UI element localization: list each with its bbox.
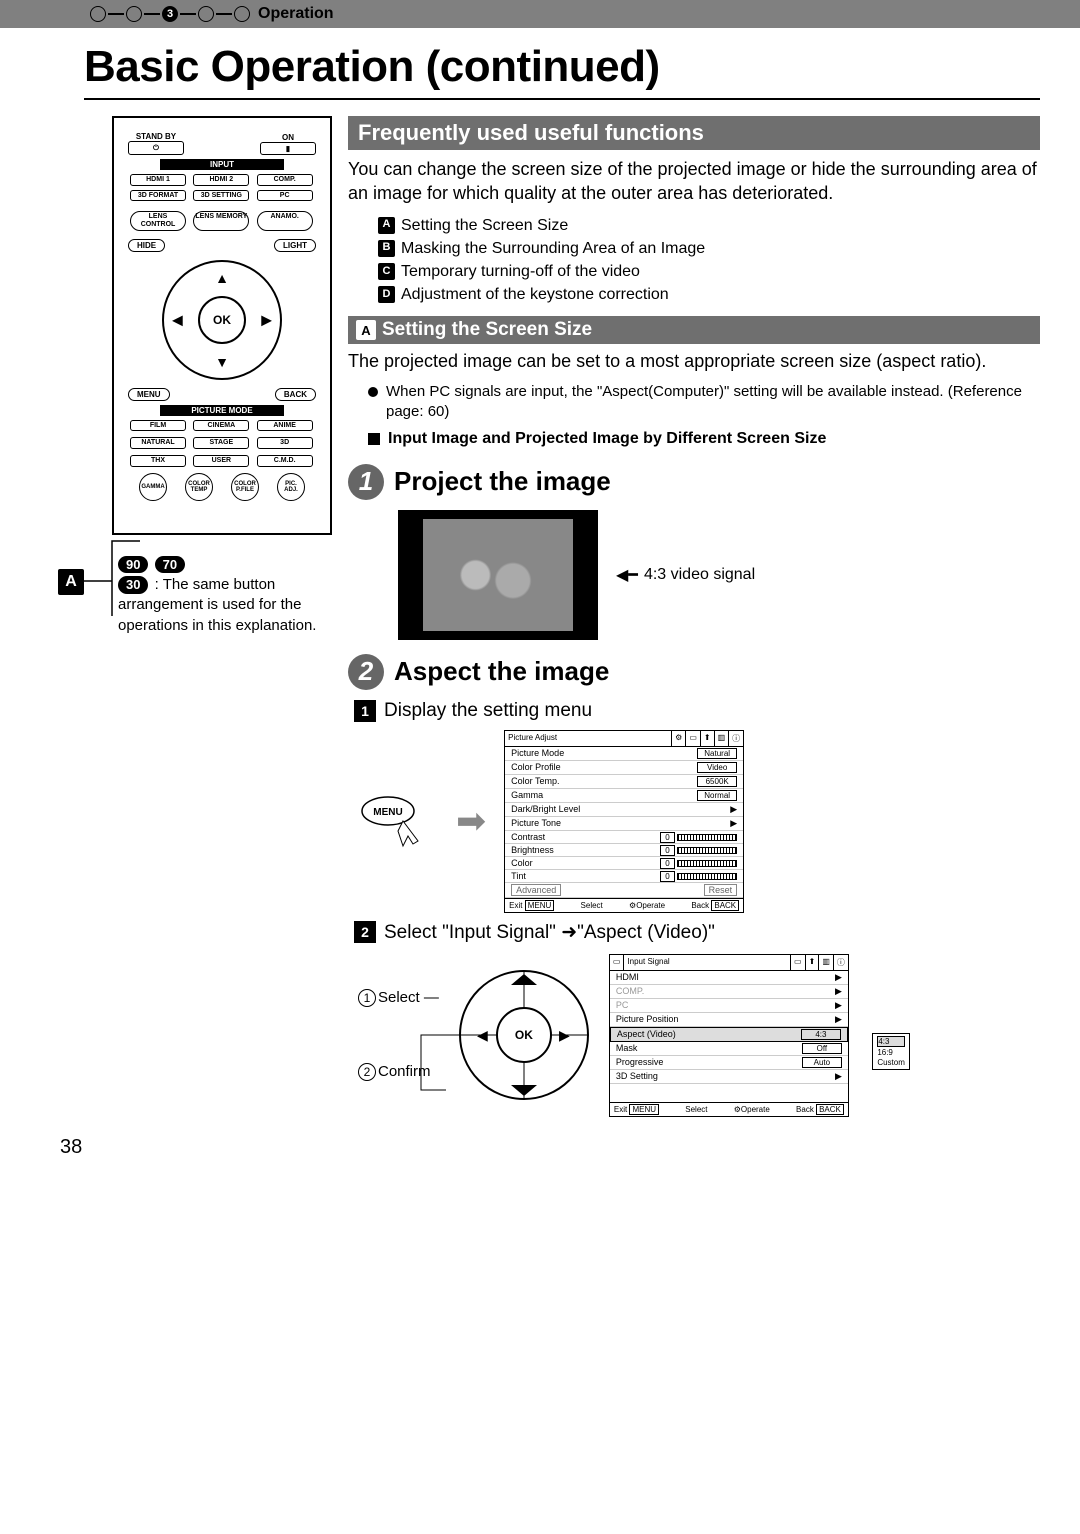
aspect-popup: 4:3 16:9 Custom [872,1033,910,1070]
left-arrow-icon: ◀━ [616,565,638,585]
dpad-select-diagram: OK ◀ ▶ [459,970,589,1100]
a-marker-line [82,536,142,616]
step-1: 1 Project the image [348,464,1040,500]
page-title: Basic Operation (continued) [0,28,1080,98]
left-arrow-icon: ◀ [172,311,183,328]
bullet-icon [368,387,378,397]
step-1-circle [90,6,106,22]
down-arrow-icon: ▼ [215,354,229,370]
square-bullet-icon [368,433,380,445]
remote-dpad: ▲ ▼ ◀ ▶ OK [162,260,282,380]
svg-text:MENU: MENU [373,807,402,818]
a-marker: A [58,569,84,595]
step-2: 2 Aspect the image [348,654,1040,690]
ok-button: OK [198,296,246,344]
header-section-label: Operation [258,5,334,23]
section-frequently-used: Frequently used useful functions [348,116,1040,150]
subsection-a-bar: A Setting the Screen Size [348,316,1040,344]
menu-button-press-icon: MENU [358,786,438,856]
step-5-circle [234,6,250,22]
step-indicator: 3 [90,6,250,22]
page-number: 38 [60,1136,82,1159]
osd-picture-adjust-menu: Picture Adjust ⚙ ▭ ⬆ ▥ ⓘ Picture ModeNat… [504,730,744,913]
right-arrow-icon: ▶ [261,311,272,328]
on-button: ▮ [260,142,316,155]
remote-note: 90 70 30 : The same button arrangement i… [118,555,330,636]
osd-input-signal-menu: ▭ Input Signal ▭ ⬆ ▥ ⓘ HDMI▶COMP.▶PC▶Pic… [609,954,849,1117]
header-bar: 3 Operation [0,0,1080,28]
remote-diagram: STAND BY ⏻ ON ▮ INPUT HDMI 1 HDMI 2 COMP… [112,116,332,535]
intro-text: You can change the screen size of the pr… [348,158,1040,206]
standby-button: ⏻ [128,141,184,155]
step-4-circle [198,6,214,22]
up-arrow-icon: ▲ [215,270,229,286]
arrow-right-icon: ➡ [456,800,486,842]
step-3-circle: 3 [162,6,178,22]
projected-image-sample [398,510,598,640]
function-list: ASetting the Screen Size BMasking the Su… [378,214,1040,307]
step-2-circle [126,6,142,22]
